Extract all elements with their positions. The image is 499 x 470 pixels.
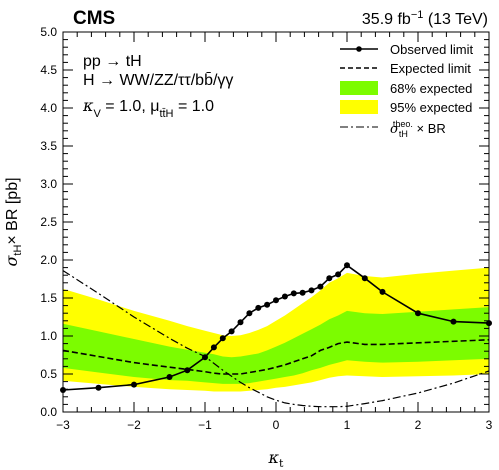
observed-point	[131, 381, 137, 388]
x-axis-label: κt	[268, 448, 285, 470]
x-tick-label: −3	[56, 418, 70, 432]
expected-layer	[62, 339, 490, 375]
legend-band95-swatch	[340, 100, 378, 114]
observed-point	[219, 335, 226, 342]
y-tick-label: 1.0	[40, 329, 57, 343]
observed-point	[344, 262, 350, 269]
observed-point	[202, 354, 208, 361]
legend-expected-label: Expected limit	[390, 61, 471, 76]
observed-point	[379, 288, 386, 295]
process-label: pp → tH	[83, 53, 142, 70]
observed-point	[166, 374, 173, 380]
observed-point	[450, 318, 457, 325]
observed-point	[317, 283, 324, 290]
y-tick-label: 0.0	[40, 405, 57, 419]
y-tick-label: 4.0	[40, 101, 57, 115]
legend-band68-label: 68% expected	[390, 81, 472, 96]
observed-point	[228, 328, 235, 335]
observed-point	[281, 293, 288, 300]
ticklabels-layer: −3 −2 −1 0 1 2 3 0.0 0.5 1.0 1.5 2.0 2.5 3.0 3.5 4.0 4.5…	[40, 25, 492, 432]
x-tick-label: 2	[415, 418, 422, 432]
y-tick-label: 3.5	[40, 139, 57, 153]
observed-point	[95, 384, 102, 391]
coupling-params-label: κV = 1.0, μtt̄H = 1.0	[82, 96, 214, 120]
observed-point	[415, 310, 421, 317]
experiment-label: CMS	[73, 8, 115, 29]
x-tick-label: −2	[127, 418, 141, 432]
observed-point	[299, 289, 306, 296]
observed-point	[361, 275, 368, 282]
x-tick-label: 3	[486, 418, 493, 432]
observed-point	[273, 297, 279, 304]
x-tick-label: −1	[198, 418, 212, 432]
band68-layer	[63, 307, 489, 384]
observed-point	[326, 275, 333, 282]
y-tick-label: 2.5	[40, 215, 57, 229]
x-tick-label: 1	[344, 418, 351, 432]
observed-layer	[60, 262, 492, 393]
y-tick-label: 3.0	[40, 177, 57, 191]
legend-observed-label: Observed limit	[390, 42, 473, 57]
luminosity-label: 35.9 fb−1 (13 TeV)	[362, 9, 488, 28]
y-tick-label: 0.5	[40, 367, 57, 381]
legend: Observed limit Expected limit 68% expect…	[340, 42, 473, 139]
y-tick-label: 4.5	[40, 63, 57, 77]
observed-point	[237, 319, 244, 326]
ticks-layer	[62, 31, 490, 413]
y-tick-label: 2.0	[40, 253, 57, 267]
expected-curve	[62, 339, 490, 375]
band68-area	[63, 307, 489, 384]
observed-point	[308, 287, 315, 294]
legend-band95-label: 95% expected	[390, 100, 472, 115]
y-axis-label: σtH× BR [pb]	[2, 177, 24, 266]
y-tick-label: 5.0	[40, 25, 57, 39]
y-tick-label: 1.5	[40, 291, 57, 305]
observed-point	[335, 271, 342, 278]
legend-band68-swatch	[340, 81, 378, 95]
observed-point	[290, 290, 297, 297]
legend-observed-marker	[356, 46, 362, 52]
observed-point	[184, 367, 191, 374]
observed-point	[255, 304, 262, 311]
legend-theory-label: σtHtheo. × BR	[390, 119, 446, 139]
observed-point	[264, 301, 271, 308]
decay-channels-label: H → WW/ZZ/ττ/bb̄/γγ	[83, 72, 233, 89]
observed-point	[210, 344, 217, 351]
x-tick-label: 0	[273, 418, 280, 432]
observed-point	[246, 310, 253, 317]
